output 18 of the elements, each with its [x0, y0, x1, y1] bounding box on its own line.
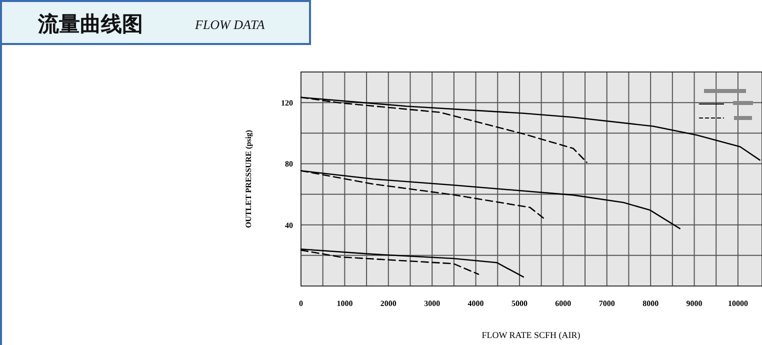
x-tick-label: 7000	[598, 299, 615, 308]
y-tick-label: 40	[285, 220, 293, 230]
x-tick-label: 9000	[686, 299, 702, 308]
x-tick-label: 6000	[555, 299, 572, 308]
y-axis-title: OUTLET PRESSURE (psig)	[244, 130, 253, 228]
x-tick-label: 10000	[728, 299, 748, 308]
x-tick-label: 0	[299, 299, 303, 308]
text: 流量曲线图	[37, 12, 143, 36]
x-tick-label: 3000	[424, 299, 440, 308]
x-tick-label: 1000	[336, 299, 353, 308]
y-tick-label: 120	[281, 98, 293, 108]
x-tick-label: 2000	[380, 299, 396, 308]
x-tick-label: 4000	[468, 299, 484, 308]
y-tick-label: 80	[285, 160, 293, 169]
x-axis-title: FLOW RATE SCFH (AIR)	[482, 330, 580, 340]
chart-subtitle: FLOW DATA	[194, 17, 265, 32]
x-tick-label: 8000	[642, 299, 659, 308]
x-tick-label: 5000	[511, 299, 528, 308]
